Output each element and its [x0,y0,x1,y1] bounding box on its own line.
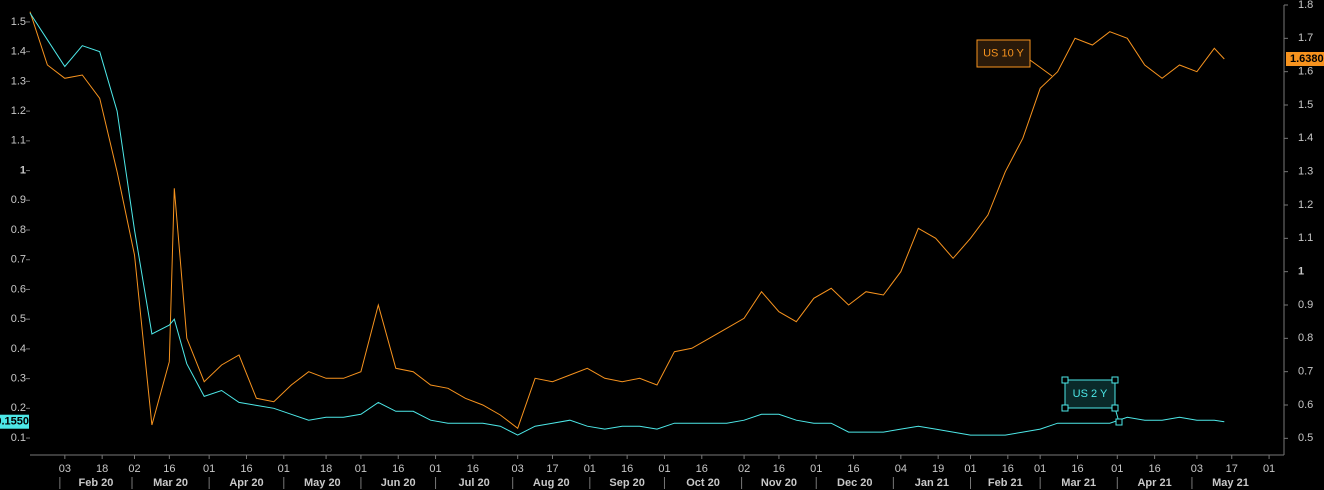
callout-box [976,39,1031,68]
month-label: Jan 21 [915,477,949,489]
x-tick-label: 16 [847,463,859,475]
y2-tick-label: 0.9 [1298,299,1313,311]
y2-tick-label: 0.5 [1298,432,1313,444]
y2-tick-label: 1.4 [1298,132,1313,144]
x-tick-label: 18 [96,463,108,475]
y2-tick-label: 1.3 [1298,166,1313,178]
x-tick-label: 01 [964,463,976,475]
x-tick-label: 17 [546,463,558,475]
last-value-tag [1286,52,1324,66]
last-value-label: 1.6380 [1290,53,1324,65]
y-tick-label: 0.3 [11,373,26,385]
x-tick-label: 01 [1111,463,1123,475]
x-tick-label: 16 [1071,463,1083,475]
x-tick-label: 01 [355,463,367,475]
y2-tick-label: 1.2 [1298,199,1313,211]
y2-tick-label: 0.6 [1298,399,1313,411]
month-label: Mar 21 [1061,477,1096,489]
y2-tick-label: 1.5 [1298,99,1313,111]
y-tick-label: 0.6 [11,283,26,295]
x-tick-label: 01 [278,463,290,475]
x-tick-label: 01 [1034,463,1046,475]
y2-tick-label: 1.6 [1298,66,1313,78]
x-tick-label: 01 [658,463,670,475]
x-tick-label: 03 [512,463,524,475]
month-label: Feb 20 [79,477,114,489]
x-tick-label: 16 [240,463,252,475]
month-label: Oct 20 [686,477,720,489]
x-tick-label: 16 [773,463,785,475]
y-tick-label: 1.2 [11,105,26,117]
y-tick-label: 1 [20,164,26,176]
month-label: Aug 20 [533,477,570,489]
y2-tick-label: 1 [1298,266,1304,278]
x-tick-label: 02 [128,463,140,475]
month-label: May 21 [1212,477,1249,489]
month-label: Apr 21 [1137,477,1171,489]
x-tick-label: 01 [1263,463,1275,475]
y-tick-label: 0.7 [11,254,26,266]
last-value-label: 0.1550 [0,416,29,428]
callout-handle [1061,404,1069,412]
month-label: Nov 20 [761,477,797,489]
x-tick-label: 01 [429,463,441,475]
series-line [29,12,1225,436]
month-label: Feb 21 [988,477,1023,489]
y-tick-label: 1.3 [11,75,26,87]
x-tick-label: 17 [1226,463,1238,475]
month-label: May 20 [304,477,341,489]
y-tick-label: 1.1 [11,135,26,147]
month-label: Jun 20 [381,477,416,489]
y-tick-label: 1.4 [11,46,26,58]
callout-box [1064,379,1116,409]
y-tick-label: 0.5 [11,313,26,325]
x-tick-label: 16 [163,463,175,475]
x-tick-label: 16 [392,463,404,475]
y-tick-label: 0.4 [11,343,26,355]
x-tick-label: 03 [1191,463,1203,475]
month-label: Mar 20 [153,477,188,489]
month-label: Apr 20 [229,477,263,489]
y2-tick-label: 0.7 [1298,366,1313,378]
legend-label: US 2 Y [1073,388,1108,400]
y-tick-label: 0.1 [11,432,26,444]
y2-tick-label: 1.1 [1298,232,1313,244]
y-tick-label: 0.2 [11,402,26,414]
callout-handle [1111,376,1119,384]
callout-leader [1029,59,1053,77]
x-tick-label: 16 [696,463,708,475]
x-tick-label: 16 [621,463,633,475]
x-tick-label: 01 [203,463,215,475]
month-label: Dec 20 [837,477,872,489]
x-tick-label: 03 [59,463,71,475]
callout-handle [1061,376,1069,384]
callout-handle [1111,404,1119,412]
series-line [29,11,1225,430]
y-tick-label: 1.5 [11,16,26,28]
last-value-tag [0,414,29,429]
x-tick-label: 16 [1148,463,1160,475]
x-tick-label: 19 [932,463,944,475]
legend-label: US 10 Y [983,47,1024,59]
x-tick-label: 01 [810,463,822,475]
x-tick-label: 16 [467,463,479,475]
y-tick-label: 0.8 [11,224,26,236]
x-tick-label: 18 [320,463,332,475]
month-label: Sep 20 [609,477,644,489]
x-tick-label: 01 [584,463,596,475]
y2-tick-label: 0.8 [1298,332,1313,344]
month-label: Jul 20 [459,477,490,489]
x-tick-label: 02 [738,463,750,475]
x-tick-label: 16 [1002,463,1014,475]
y2-tick-label: 1.7 [1298,32,1313,44]
callout-handle [1115,418,1123,426]
y2-tick-label: 1.8 [1298,0,1313,11]
y-tick-label: 0.9 [11,194,26,206]
x-tick-label: 04 [895,463,907,475]
